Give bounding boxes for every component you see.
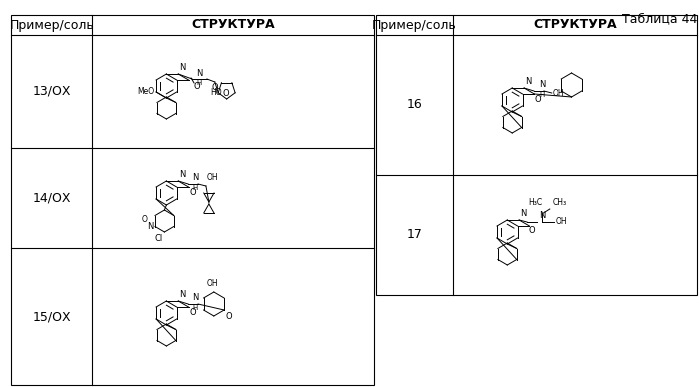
- Text: Пример/соль: Пример/соль: [9, 19, 94, 31]
- Text: OH: OH: [207, 279, 219, 288]
- Text: OH: OH: [207, 173, 219, 182]
- Text: N: N: [539, 211, 545, 220]
- Bar: [376, 15, 697, 295]
- Text: H: H: [192, 305, 198, 311]
- Text: O: O: [193, 82, 200, 91]
- Text: Таблица 44: Таблица 44: [621, 12, 697, 25]
- Text: N: N: [179, 63, 186, 72]
- Text: H: H: [539, 92, 545, 98]
- Bar: [11, 15, 374, 385]
- Text: H: H: [196, 80, 201, 86]
- Text: O: O: [141, 214, 147, 224]
- Text: N: N: [179, 290, 186, 299]
- Text: 17: 17: [407, 228, 422, 241]
- Text: O: O: [189, 188, 196, 197]
- Text: 16: 16: [407, 99, 422, 111]
- Text: CH₃: CH₃: [553, 198, 567, 207]
- Text: N: N: [520, 209, 526, 218]
- Text: СТРУКТУРА: СТРУКТУРА: [533, 19, 617, 31]
- Text: HO: HO: [210, 88, 222, 97]
- Text: N: N: [179, 170, 186, 179]
- Text: N: N: [192, 293, 199, 302]
- Text: O: O: [226, 312, 232, 321]
- Text: O: O: [528, 226, 535, 235]
- Text: O: O: [222, 89, 229, 98]
- Text: N: N: [196, 69, 202, 78]
- Text: N: N: [192, 173, 199, 182]
- Text: O: O: [189, 308, 196, 317]
- Text: 14/ОХ: 14/ОХ: [33, 192, 71, 204]
- Text: N: N: [525, 77, 531, 86]
- Text: N: N: [539, 80, 545, 89]
- Text: Пример/соль: Пример/соль: [372, 19, 456, 31]
- Text: 15/ОХ: 15/ОХ: [32, 310, 71, 323]
- Text: СТРУКТУРА: СТРУКТУРА: [192, 19, 275, 31]
- Text: H: H: [192, 185, 198, 191]
- Text: MeO: MeO: [137, 87, 154, 96]
- Text: N: N: [147, 222, 153, 231]
- Text: O: O: [535, 95, 542, 104]
- Text: O: O: [212, 83, 218, 92]
- Text: H₃C: H₃C: [528, 198, 542, 207]
- Text: Cl: Cl: [154, 234, 162, 243]
- Text: OH: OH: [556, 217, 568, 226]
- Text: 13/ОХ: 13/ОХ: [33, 85, 71, 98]
- Text: OH: OH: [553, 89, 564, 98]
